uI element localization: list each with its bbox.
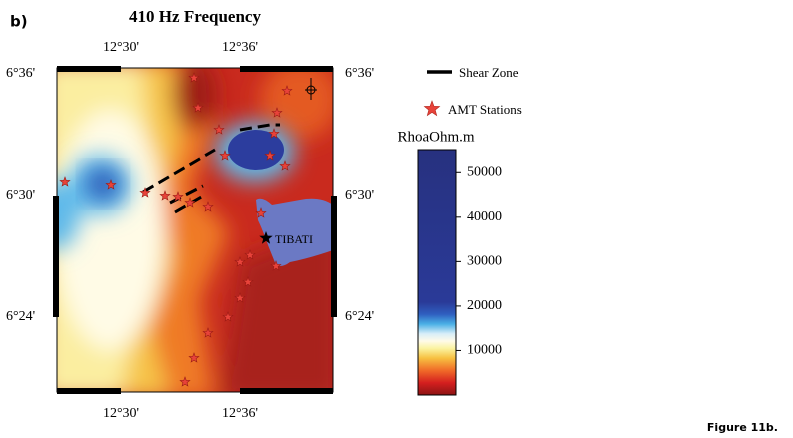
y-label: 6°36' <box>345 66 374 81</box>
legend-station-symbol <box>423 100 441 117</box>
y-label: 6°24' <box>6 309 35 324</box>
station <box>172 191 184 202</box>
colorbar-tick-label: 40000 <box>467 209 502 224</box>
station <box>255 207 267 218</box>
station <box>213 124 225 135</box>
colorbar-tick-label: 30000 <box>467 254 502 269</box>
x-label: 12°30' <box>103 406 139 421</box>
station <box>242 276 254 287</box>
colorbar-title: RhoaOhm.m <box>397 129 474 145</box>
y-label: 6°30' <box>6 188 35 203</box>
x-label: 12°30' <box>103 40 139 55</box>
station <box>234 292 246 303</box>
place-label: TIBATI <box>275 232 313 246</box>
title: 410 Hz Frequency <box>129 7 261 26</box>
x-label: 12°36' <box>222 40 258 55</box>
station <box>268 128 280 139</box>
station <box>202 201 214 212</box>
station <box>219 150 231 161</box>
station <box>139 187 151 198</box>
station <box>184 197 196 208</box>
legend-shear: Shear Zone <box>459 65 519 80</box>
colorbar-tick-label: 50000 <box>467 164 502 179</box>
station <box>279 160 291 171</box>
y-label: 6°36' <box>6 66 35 81</box>
station <box>281 85 293 96</box>
resistivity-map <box>57 68 333 392</box>
colorbar-tick-label: 20000 <box>467 298 502 313</box>
station <box>271 107 283 118</box>
station <box>234 256 246 267</box>
caption: Figure 11b. <box>707 421 778 434</box>
lake <box>256 198 333 266</box>
station <box>159 190 171 201</box>
north-arrow <box>306 85 316 95</box>
station <box>59 176 71 187</box>
station <box>179 376 191 387</box>
station <box>192 102 204 113</box>
town-marker <box>259 231 273 244</box>
station <box>202 327 214 338</box>
station <box>270 260 282 271</box>
station <box>188 72 200 83</box>
colorbar-tick-label: 10000 <box>467 343 502 358</box>
station <box>244 249 256 260</box>
y-label: 6°30' <box>345 188 374 203</box>
panel-label: b) <box>10 13 28 31</box>
shear-zone <box>142 123 280 214</box>
station <box>105 179 117 190</box>
frame-border <box>53 66 337 394</box>
colorbar <box>417 149 457 396</box>
legend-stations: AMT Stations <box>448 102 522 117</box>
station <box>264 150 276 161</box>
y-label: 6°24' <box>345 309 374 324</box>
station <box>222 311 234 322</box>
station <box>188 352 200 363</box>
x-label: 12°36' <box>222 406 258 421</box>
